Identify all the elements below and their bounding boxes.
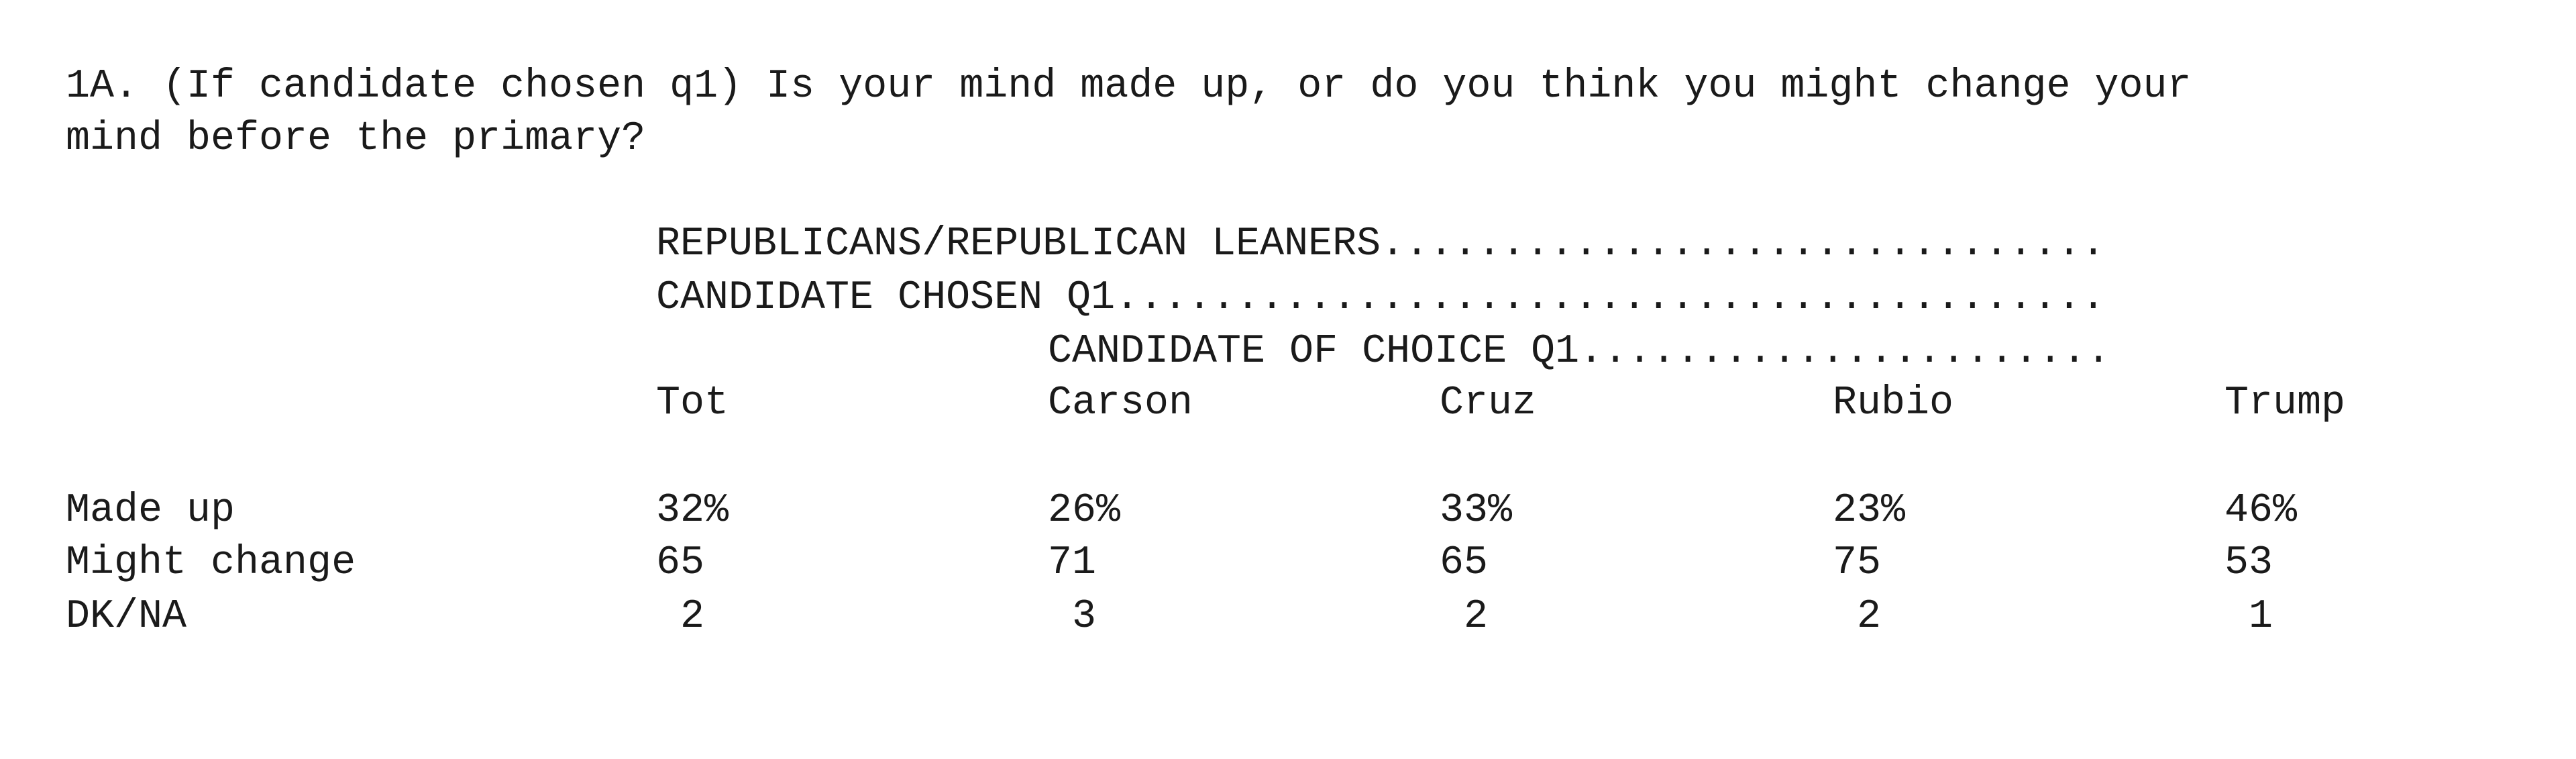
column-header-trump: Trump xyxy=(2224,381,2346,426)
cell-might-change-cruz: 65 xyxy=(1440,540,1489,586)
cell-made-up-carson: 26% xyxy=(1048,488,1121,534)
cell-might-change-tot: 65 xyxy=(656,540,705,586)
cell-made-up-tot: 32% xyxy=(656,488,729,534)
column-header-rubio: Rubio xyxy=(1833,381,1954,426)
cell-made-up-rubio: 23% xyxy=(1833,488,1906,534)
cell-dk-na-rubio: 2 xyxy=(1833,594,1882,640)
cell-might-change-carson: 71 xyxy=(1048,540,1097,586)
cell-made-up-trump: 46% xyxy=(2224,488,2298,534)
cell-might-change-rubio: 75 xyxy=(1833,540,1882,586)
column-header-tot: Tot xyxy=(656,381,729,426)
group-header-candidate-of-choice: CANDIDATE OF CHOICE Q1..................… xyxy=(1048,329,2111,374)
cell-dk-na-tot: 2 xyxy=(656,594,705,640)
cell-dk-na-trump: 1 xyxy=(2224,594,2273,640)
row-label-dk-na: DK/NA xyxy=(66,594,187,640)
row-label-made-up: Made up xyxy=(66,488,235,534)
group-header-republicans: REPUBLICANS/REPUBLICAN LEANERS..........… xyxy=(656,221,2106,267)
row-label-might-change: Might change xyxy=(66,540,356,586)
question-text-line-2: mind before the primary? xyxy=(66,116,646,162)
column-header-cruz: Cruz xyxy=(1440,381,1537,426)
cell-might-change-trump: 53 xyxy=(2224,540,2273,586)
group-header-candidate-chosen: CANDIDATE CHOSEN Q1.....................… xyxy=(656,275,2106,321)
cell-dk-na-cruz: 2 xyxy=(1440,594,1489,640)
cell-made-up-cruz: 33% xyxy=(1440,488,1513,534)
question-text-line-1: 1A. (If candidate chosen q1) Is your min… xyxy=(66,64,2192,109)
cell-dk-na-carson: 3 xyxy=(1048,594,1097,640)
column-header-carson: Carson xyxy=(1048,381,1193,426)
